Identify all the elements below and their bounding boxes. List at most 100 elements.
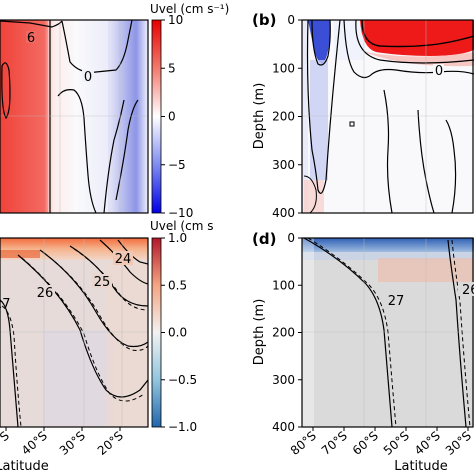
panel-d-contour-label-bg	[386, 293, 406, 307]
panel-b-surface-core	[360, 20, 474, 56]
panel-d-label: (d)	[252, 230, 276, 248]
panel-c-xtick-tick-label: 30°S	[57, 429, 88, 458]
panel-b-contour	[361, 20, 474, 48]
colorbar-a-title: Uvel (cm s⁻¹)	[150, 2, 229, 16]
panel-b-yticks: 0 100 200 300 400	[272, 13, 302, 220]
panel-b-contour	[303, 175, 317, 213]
colorbar-c-ticks: 1.0 0.5 0.0 −0.5 −1.0	[161, 231, 197, 434]
colorbar-c-tick-label: 0.0	[168, 326, 187, 340]
panel-a-contour-label: 0	[84, 70, 92, 85]
panel-a-contour	[57, 89, 97, 213]
colorbar-a-tick-label: 10	[168, 13, 183, 27]
colorbar-c-tick-label: −1.0	[168, 420, 197, 434]
panel-b-bottom-warm	[304, 180, 324, 213]
panel-b-contour	[306, 20, 341, 194]
colorbar-c: Uvel (cm s 1.0 0.5 0.0 −0.5 −1.0	[150, 219, 213, 434]
panel-c-contour-dashed	[21, 257, 145, 402]
panel-c-contour-dashed	[43, 252, 148, 351]
panel-c-contour	[69, 245, 148, 307]
panel-c-contour-label: 25	[94, 275, 111, 290]
panel-c-contour-label: 24	[115, 252, 132, 267]
panel-c-surface-core	[0, 250, 40, 258]
panel-d-xtick-tick-label: 50°S	[381, 429, 412, 458]
panel-a-contour	[0, 20, 63, 28]
panel-b-ytick-tick-label: 0	[287, 13, 295, 27]
panel-c-frame	[0, 237, 149, 428]
panel-a-field	[0, 20, 148, 213]
panel-b-ytick-tick-label: 400	[272, 206, 295, 220]
panel-b-contour-label-bg	[433, 64, 444, 76]
panel-d: (d) 27 26 Depth (m) 0 100 200 300 400 80°S70…	[252, 230, 474, 474]
colorbar-a-tick-label: −10	[168, 206, 193, 220]
panel-d-surface-layer	[302, 238, 474, 252]
panel-c-contour-label-bg	[35, 285, 55, 299]
panel-d-ytick-tick-label: 300	[272, 373, 295, 387]
panel-a-frame	[0, 19, 149, 214]
panel-c: 24 25 26 27 80°S 40°S30°S20°S Latitude	[0, 237, 149, 474]
colorbar-a-tick-label: −5	[168, 158, 186, 172]
panel-d-ylabel: Depth (m)	[252, 299, 267, 366]
colorbar-c-bar	[151, 237, 162, 428]
panel-b-ytick-tick-label: 100	[272, 61, 295, 75]
colorbar-a-tick-label: 0	[168, 110, 176, 124]
panel-b-jet-shadow	[310, 60, 328, 180]
panel-a-contour-label-bg	[26, 31, 36, 43]
colorbar-a-tick-label: 5	[168, 61, 176, 75]
colorbar-c-tick-label: 0.5	[168, 278, 187, 292]
panel-c-contour	[99, 239, 148, 285]
panel-d-contour-dashed	[307, 238, 397, 427]
panel-c-xtick-tick-label: 20°S	[95, 429, 126, 458]
panel-a: 6 0	[0, 19, 149, 214]
panel-d-xtick-tick-label: 60°S	[350, 429, 381, 458]
panel-b-ytick-tick-label: 300	[272, 158, 295, 172]
panel-a-contour	[103, 99, 125, 213]
panel-d-contour-label: 27	[388, 294, 405, 309]
panel-b-ylabel: Depth (m)	[252, 83, 267, 150]
panel-c-contour	[0, 299, 19, 427]
panel-a-field-highlight	[48, 20, 108, 213]
colorbar-a-bar	[151, 19, 162, 214]
panel-b-jet-core	[308, 20, 330, 64]
panel-b-contour-label: 0	[435, 64, 443, 79]
panel-d-ytick-tick-label: 100	[272, 278, 295, 292]
panel-d-xtick-tick-label: 30°S	[443, 429, 474, 458]
panel-c-contour-dashed	[1, 305, 22, 427]
panel-b-contour	[355, 20, 474, 64]
panel-d-ytick-tick-label: 200	[272, 326, 295, 340]
panel-c-xlabel: Latitude	[0, 459, 49, 474]
panel-d-xticks: 80°S 70°S 60°S 50°S 40°S 30°S	[288, 427, 474, 458]
colorbar-c-tick-label: 1.0	[168, 231, 187, 245]
panel-b-contour-speck	[349, 121, 355, 127]
panel-a-contour	[1, 62, 11, 120]
panel-c-deep-band	[44, 330, 114, 426]
panel-a-contour-label-bg	[82, 70, 94, 82]
panel-c-north-band	[106, 262, 148, 426]
panel-d-xtick-tick-label: 40°S	[412, 429, 443, 458]
colorbar-c-title: Uvel (cm s	[150, 219, 213, 233]
panel-a-contour-label: 6	[27, 31, 35, 46]
panel-c-contour	[39, 249, 148, 348]
panel-b-field-edge	[302, 20, 308, 213]
panel-c-contour-label: 26	[37, 286, 54, 301]
panel-d-contour-label-bg	[458, 282, 474, 296]
panel-c-xticks: 80°S 40°S 30°S 20°S	[0, 427, 126, 458]
panel-b-ytick-tick-label: 200	[272, 110, 295, 124]
panel-c-contour-label-bg	[113, 251, 133, 265]
panel-b-contour	[445, 119, 457, 213]
panel-a-contour	[61, 20, 133, 73]
colorbar-c-tick-label: −0.5	[168, 373, 197, 387]
panel-d-contour-dashed	[451, 239, 471, 427]
panel-d-contour-label: 26	[462, 283, 474, 298]
panel-c-contour-label-bg	[92, 274, 112, 288]
panel-d-contour	[447, 239, 467, 427]
panel-b-contour	[311, 20, 331, 66]
panel-c-contour-label: 27	[0, 297, 11, 312]
panel-d-contour	[303, 238, 393, 427]
colorbar-a-ticks: 10 5 0 −5 −10	[161, 13, 193, 220]
panel-d-edge	[302, 238, 314, 427]
panel-c-xtick-tick-label: 80°S	[0, 429, 12, 458]
panel-d-surface-fade	[302, 252, 474, 260]
panel-d-ytick-tick-label: 400	[272, 420, 295, 434]
